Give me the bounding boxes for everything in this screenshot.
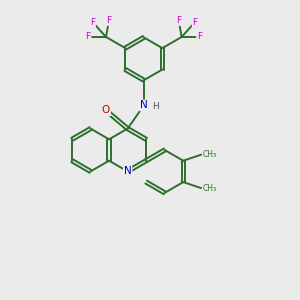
Text: F: F <box>85 32 91 41</box>
Text: F: F <box>176 16 181 25</box>
Text: O: O <box>102 106 110 116</box>
Text: N: N <box>140 100 148 110</box>
Text: H: H <box>152 103 159 112</box>
Text: F: F <box>90 18 95 27</box>
Text: CH₃: CH₃ <box>202 150 217 159</box>
Text: F: F <box>106 16 112 25</box>
Text: N: N <box>124 167 131 176</box>
Text: CH₃: CH₃ <box>202 184 217 193</box>
Text: F: F <box>197 32 202 41</box>
Text: F: F <box>193 18 198 27</box>
